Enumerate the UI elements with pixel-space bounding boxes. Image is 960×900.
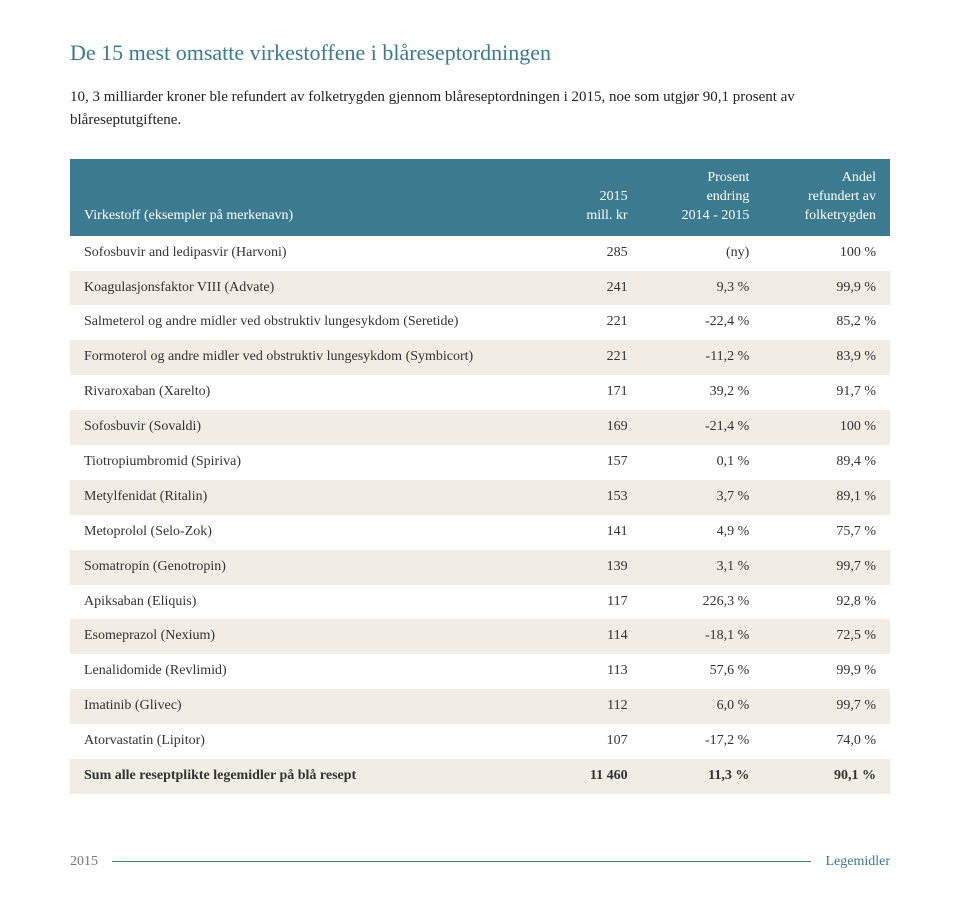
- cell-andel: 99,7 %: [763, 550, 890, 585]
- table-row: Esomeprazol (Nexium)114-18,1 %72,5 %: [70, 619, 890, 654]
- table-row: Metylfenidat (Ritalin)1533,7 %89,1 %: [70, 480, 890, 515]
- cell-2015: 285: [554, 236, 642, 271]
- cell-name: Sofosbuvir and ledipasvir (Harvoni): [70, 236, 554, 271]
- cell-name: Esomeprazol (Nexium): [70, 619, 554, 654]
- footer-category: Legemidler: [825, 854, 890, 870]
- cell-endring: 3,1 %: [642, 550, 764, 585]
- cell-2015: 171: [554, 375, 642, 410]
- table-header-row: Virkestoff (eksempler på merkenavn) 2015…: [70, 159, 890, 236]
- cell-endring: 39,2 %: [642, 375, 764, 410]
- cell-name: Tiotropiumbromid (Spiriva): [70, 445, 554, 480]
- cell-andel: 99,9 %: [763, 654, 890, 689]
- cell-endring: 11,3 %: [642, 759, 764, 794]
- cell-endring: -22,4 %: [642, 305, 764, 340]
- cell-endring: 6,0 %: [642, 689, 764, 724]
- cell-2015: 169: [554, 410, 642, 445]
- cell-andel: 72,5 %: [763, 619, 890, 654]
- cell-andel: 91,7 %: [763, 375, 890, 410]
- cell-name: Sum alle reseptplikte legemidler på blå …: [70, 759, 554, 794]
- cell-endring: 9,3 %: [642, 271, 764, 306]
- table-row: Tiotropiumbromid (Spiriva)1570,1 %89,4 %: [70, 445, 890, 480]
- cell-2015: 11 460: [554, 759, 642, 794]
- cell-andel: 99,9 %: [763, 271, 890, 306]
- table-row: Atorvastatin (Lipitor)107-17,2 %74,0 %: [70, 724, 890, 759]
- cell-andel: 89,1 %: [763, 480, 890, 515]
- footer-separator: [112, 861, 811, 862]
- cell-andel: 85,2 %: [763, 305, 890, 340]
- cell-name: Koagulasjonsfaktor VIII (Advate): [70, 271, 554, 306]
- cell-name: Apiksaban (Eliquis): [70, 585, 554, 620]
- table-row: Imatinib (Glivec)1126,0 %99,7 %: [70, 689, 890, 724]
- page-footer: 2015 Legemidler: [70, 854, 890, 870]
- cell-name: Imatinib (Glivec): [70, 689, 554, 724]
- table-row: Sofosbuvir (Sovaldi)169-21,4 %100 %: [70, 410, 890, 445]
- cell-name: Atorvastatin (Lipitor): [70, 724, 554, 759]
- intro-paragraph: 10, 3 milliarder kroner ble refundert av…: [70, 86, 890, 131]
- cell-endring: -18,1 %: [642, 619, 764, 654]
- cell-endring: 57,6 %: [642, 654, 764, 689]
- cell-andel: 75,7 %: [763, 515, 890, 550]
- cell-name: Sofosbuvir (Sovaldi): [70, 410, 554, 445]
- cell-name: Rivaroxaban (Xarelto): [70, 375, 554, 410]
- cell-name: Metoprolol (Selo-Zok): [70, 515, 554, 550]
- cell-name: Lenalidomide (Revlimid): [70, 654, 554, 689]
- cell-2015: 241: [554, 271, 642, 306]
- cell-andel: 100 %: [763, 236, 890, 271]
- cell-2015: 113: [554, 654, 642, 689]
- cell-2015: 112: [554, 689, 642, 724]
- table-row: Rivaroxaban (Xarelto)17139,2 %91,7 %: [70, 375, 890, 410]
- cell-name: Formoterol og andre midler ved obstrukti…: [70, 340, 554, 375]
- virkestoff-table: Virkestoff (eksempler på merkenavn) 2015…: [70, 159, 890, 794]
- cell-2015: 117: [554, 585, 642, 620]
- page-title: De 15 mest omsatte virkestoffene i blåre…: [70, 40, 890, 66]
- table-row: Formoterol og andre midler ved obstrukti…: [70, 340, 890, 375]
- cell-2015: 157: [554, 445, 642, 480]
- table-row: Somatropin (Genotropin)1393,1 %99,7 %: [70, 550, 890, 585]
- cell-2015: 114: [554, 619, 642, 654]
- col-prosent-endring: Prosent endring 2014 - 2015: [642, 159, 764, 236]
- cell-andel: 89,4 %: [763, 445, 890, 480]
- cell-2015: 153: [554, 480, 642, 515]
- cell-andel: 74,0 %: [763, 724, 890, 759]
- cell-endring: 226,3 %: [642, 585, 764, 620]
- col-virkestoff: Virkestoff (eksempler på merkenavn): [70, 159, 554, 236]
- table-row: Salmeterol og andre midler ved obstrukti…: [70, 305, 890, 340]
- table-row: Metoprolol (Selo-Zok)1414,9 %75,7 %: [70, 515, 890, 550]
- cell-endring: -11,2 %: [642, 340, 764, 375]
- cell-andel: 100 %: [763, 410, 890, 445]
- cell-name: Salmeterol og andre midler ved obstrukti…: [70, 305, 554, 340]
- table-sum-row: Sum alle reseptplikte legemidler på blå …: [70, 759, 890, 794]
- footer-year: 2015: [70, 854, 98, 870]
- cell-name: Metylfenidat (Ritalin): [70, 480, 554, 515]
- cell-name: Somatropin (Genotropin): [70, 550, 554, 585]
- cell-2015: 221: [554, 305, 642, 340]
- cell-andel: 90,1 %: [763, 759, 890, 794]
- col-andel-refundert: Andel refundert av folketrygden: [763, 159, 890, 236]
- table-row: Apiksaban (Eliquis)117226,3 %92,8 %: [70, 585, 890, 620]
- col-2015-millkr: 2015 mill. kr: [554, 159, 642, 236]
- cell-endring: -17,2 %: [642, 724, 764, 759]
- cell-endring: (ny): [642, 236, 764, 271]
- cell-2015: 139: [554, 550, 642, 585]
- cell-endring: 3,7 %: [642, 480, 764, 515]
- cell-endring: 4,9 %: [642, 515, 764, 550]
- cell-2015: 107: [554, 724, 642, 759]
- cell-endring: 0,1 %: [642, 445, 764, 480]
- table-row: Sofosbuvir and ledipasvir (Harvoni)285(n…: [70, 236, 890, 271]
- cell-endring: -21,4 %: [642, 410, 764, 445]
- table-row: Lenalidomide (Revlimid)11357,6 %99,9 %: [70, 654, 890, 689]
- table-row: Koagulasjonsfaktor VIII (Advate)2419,3 %…: [70, 271, 890, 306]
- cell-2015: 141: [554, 515, 642, 550]
- cell-andel: 99,7 %: [763, 689, 890, 724]
- cell-andel: 92,8 %: [763, 585, 890, 620]
- cell-andel: 83,9 %: [763, 340, 890, 375]
- cell-2015: 221: [554, 340, 642, 375]
